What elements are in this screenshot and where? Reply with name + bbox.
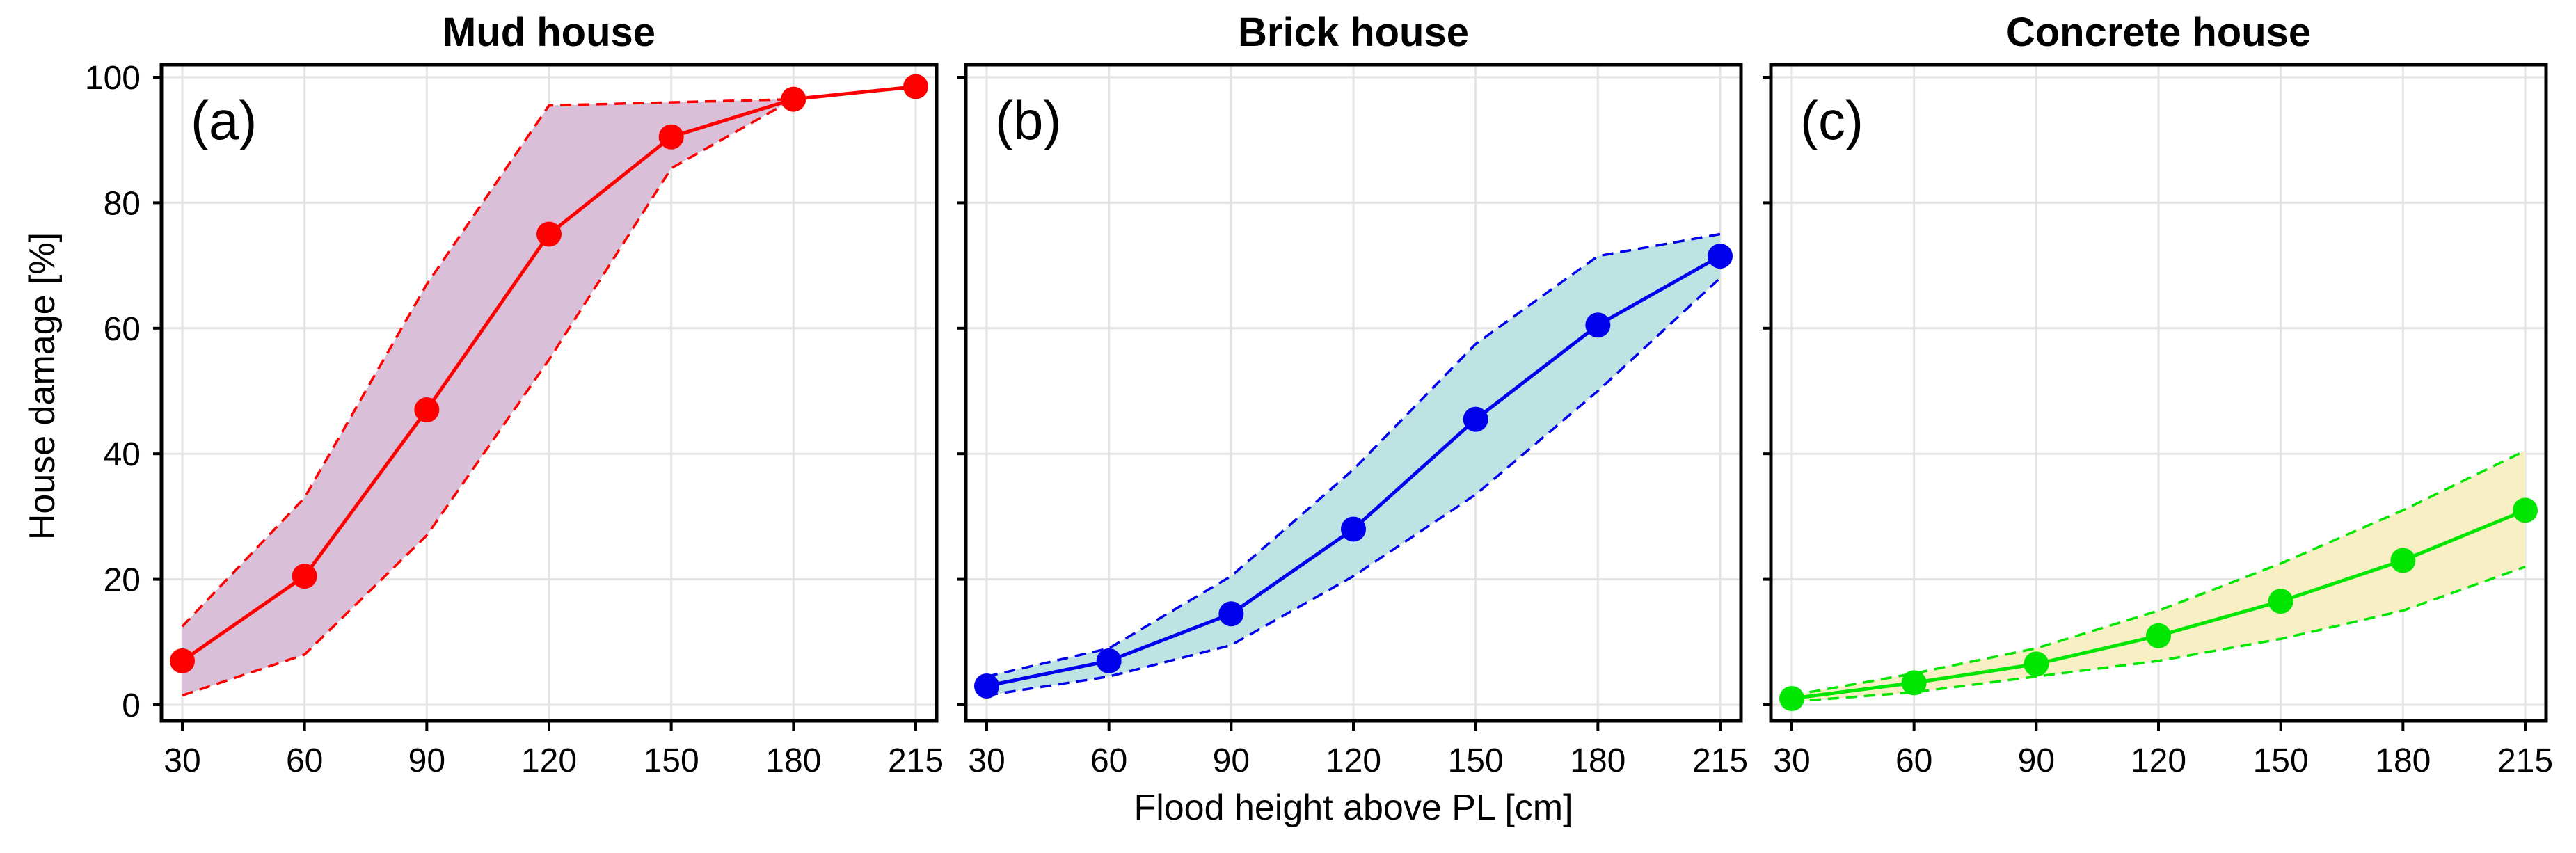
x-tick-label: 120 <box>521 742 577 779</box>
data-point <box>2513 497 2538 523</box>
x-tick-label: 90 <box>1213 742 1250 779</box>
x-tick-label: 215 <box>1692 742 1748 779</box>
upper-bound-line <box>1791 449 2526 697</box>
x-tick-label: 30 <box>968 742 1005 779</box>
panel-c: Concrete house (c) 30 60 90 120 150 180 215 <box>1763 10 2553 779</box>
x-tick-label: 180 <box>765 742 821 779</box>
data-point <box>414 397 440 423</box>
data-point <box>1096 648 1122 673</box>
x-tick-label: 150 <box>2253 742 2309 779</box>
upper-bound-line <box>181 97 794 628</box>
panel-title: Brick house <box>1238 10 1469 55</box>
data-point <box>2024 651 2049 677</box>
panel-title: Concrete house <box>2006 10 2311 55</box>
lower-bound-line <box>986 277 1722 697</box>
data-point <box>1779 685 1804 711</box>
lower-bound-line <box>182 98 795 697</box>
panel-tag: (b) <box>995 90 1061 151</box>
x-tick-label: 90 <box>408 742 445 779</box>
y-axis-title: House damage [%] <box>22 232 63 540</box>
x-tick-label: 60 <box>1895 742 1932 779</box>
panel-tag: (c) <box>1800 90 1863 151</box>
x-tick-label: 120 <box>2131 742 2186 779</box>
data-point <box>1463 406 1488 432</box>
data-point <box>1708 244 1733 269</box>
lower-bound-line <box>1791 565 2526 703</box>
x-tick-label: 215 <box>888 742 944 779</box>
panel-tag: (a) <box>191 90 257 151</box>
x-tick-label: 90 <box>2018 742 2055 779</box>
y-tick-label: 60 <box>104 311 141 348</box>
data-point <box>292 564 317 589</box>
y-tick-label: 100 <box>85 60 141 97</box>
data-point <box>2390 548 2416 573</box>
x-tick-label: 150 <box>644 742 699 779</box>
panel-a: Mud house (a) 30 60 90 120 150 180 215 0 20 40 60 80 1… <box>85 10 944 779</box>
x-tick-label: 60 <box>1090 742 1127 779</box>
y-tick-label: 40 <box>104 436 141 473</box>
x-axis-title: Flood height above PL [cm] <box>1134 788 1573 828</box>
data-point <box>974 673 999 699</box>
panel-title: Mud house <box>443 10 655 55</box>
x-tick-label: 60 <box>286 742 323 779</box>
data-point <box>658 124 684 150</box>
data-point <box>536 221 562 247</box>
x-tick-label: 120 <box>1326 742 1381 779</box>
x-tick-label: 150 <box>1448 742 1504 779</box>
data-point <box>1901 670 1927 696</box>
data-point <box>1341 516 1366 542</box>
data-point <box>781 86 806 112</box>
x-tick-label: 215 <box>2497 742 2553 779</box>
x-tick-label: 180 <box>1570 742 1625 779</box>
data-point <box>903 74 928 99</box>
y-tick-label: 0 <box>122 687 141 724</box>
data-point <box>170 648 195 673</box>
data-point <box>1218 601 1244 627</box>
data-point <box>2146 623 2171 648</box>
x-tick-label: 30 <box>164 742 200 779</box>
uncertainty-band <box>1792 450 2525 702</box>
data-point <box>1585 312 1611 338</box>
x-tick-label: 30 <box>1773 742 1810 779</box>
y-tick-label: 20 <box>104 562 141 599</box>
y-tick-label: 80 <box>104 185 141 222</box>
x-tick-label: 180 <box>2375 742 2431 779</box>
uncertainty-band <box>987 234 1720 696</box>
data-point <box>2268 589 2293 614</box>
panel-b: Brick house (b) 30 60 90 120 150 180 215 <box>957 10 1748 779</box>
uncertainty-band <box>182 99 794 696</box>
